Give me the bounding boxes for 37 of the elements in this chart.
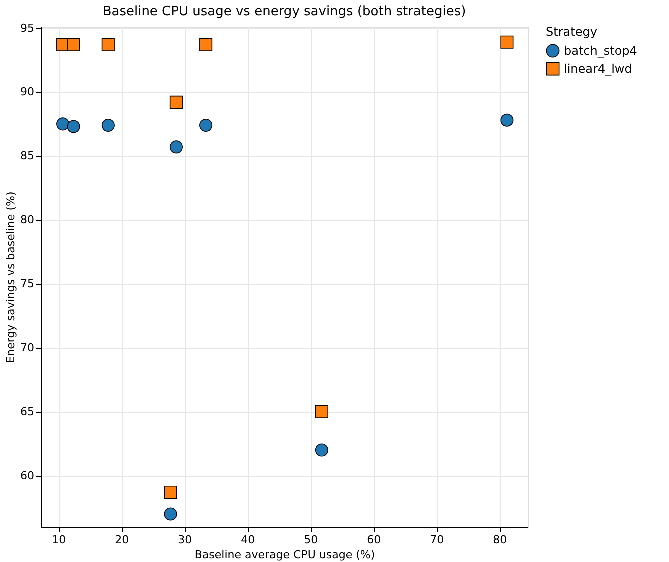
y-tick-label: 80 (20, 214, 34, 227)
x-tick-label: 50 (304, 534, 318, 546)
y-tick-label: 95 (20, 22, 34, 35)
point (500, 114, 514, 127)
point (170, 96, 183, 109)
x-tick-label: 10 (52, 534, 66, 546)
point (102, 118, 115, 132)
point (200, 38, 213, 52)
y-tick-label: 65 (20, 405, 34, 418)
chart-title: Baseline CPU usage vs energy savings (both strategies) (102, 4, 466, 20)
x-tick-label: 70 (430, 534, 444, 546)
point (67, 38, 80, 52)
x-tick-label: 40 (241, 534, 256, 546)
legend-label: batch_stop4 (564, 44, 638, 58)
x-tick-label: 80 (493, 534, 508, 546)
point (500, 36, 514, 49)
x-tick-label: 60 (367, 534, 382, 546)
point (170, 140, 183, 154)
y-tick-label: 75 (20, 278, 34, 291)
point (200, 118, 213, 132)
point (102, 38, 115, 52)
point (315, 405, 329, 418)
point (67, 120, 80, 134)
y-tick-label: 60 (20, 469, 34, 482)
y-tick-label: 70 (20, 341, 34, 354)
x-axis-title: Baseline average CPU usage (%) (194, 548, 376, 562)
legend-title: Strategy (546, 25, 598, 39)
point (164, 486, 178, 499)
y-tick-label: 85 (20, 150, 34, 163)
legend-label: linear4_lwd (564, 62, 632, 76)
y-tick-label: 90 (20, 86, 34, 99)
x-tick-label: 30 (178, 534, 192, 546)
y-axis-title: Energy savings vs baseline (%) (4, 192, 18, 364)
point (164, 508, 178, 521)
point (56, 118, 70, 131)
x-tick-label: 20 (115, 534, 130, 546)
point (315, 444, 329, 457)
